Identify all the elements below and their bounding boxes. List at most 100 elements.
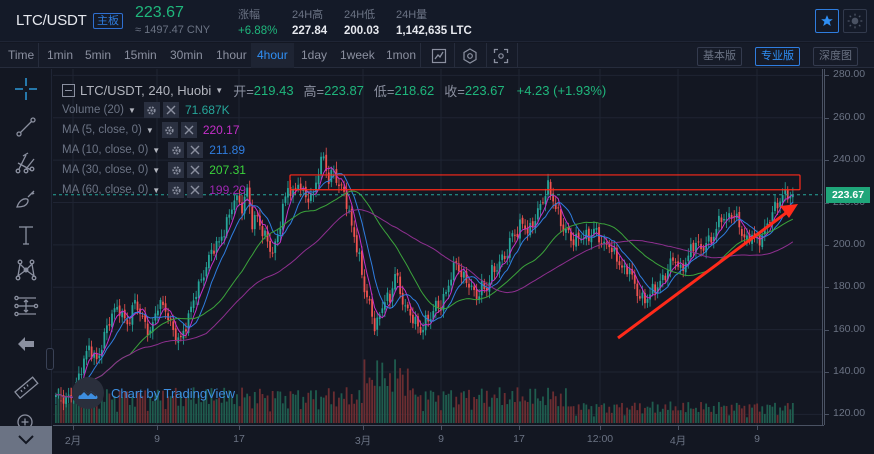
collapse-toolbar-handle[interactable] [46,348,54,370]
text-icon [19,226,33,245]
pattern-icon [15,259,37,281]
tradingview-watermark[interactable]: Chart by TradingView [72,377,235,409]
tab-1mon[interactable]: 1mon [386,48,417,62]
crosshair-tool[interactable] [12,75,40,103]
back-tool[interactable] [12,330,40,358]
cloud-chart-icon [78,389,98,399]
pair-name[interactable]: LTC/USDT [16,12,87,29]
chart-type-button[interactable] [429,46,449,66]
indicator-remove-button[interactable] [180,122,197,138]
caret-down-icon[interactable]: ▼ [128,105,136,115]
indicator-remove-button[interactable] [187,142,204,158]
divider [38,43,39,68]
caret-down-icon[interactable]: ▼ [145,125,154,135]
basic-version-button[interactable]: 基本版 [697,47,742,66]
text-tool[interactable] [12,221,40,249]
time-tick [600,426,601,430]
stat-value: +6.88% [238,25,278,37]
change-value: +4.23 (+1.93%) [516,82,607,98]
indicator-legend-row: MA (5, close, 0) ▼ 220.17 [62,120,606,140]
series-title[interactable]: LTC/USDT, 240, Huobi [80,82,212,98]
time-tick [441,426,442,430]
expand-tools-button[interactable] [0,426,52,454]
time-tick [239,426,240,430]
indicator-settings-button[interactable] [168,182,185,198]
chart-type-icon [431,48,447,64]
indicator-name[interactable]: Volume (20) [62,104,125,116]
price-chart[interactable] [53,69,823,425]
indicator-legend-row: MA (60, close, 0) ▼ 199.29 [62,180,606,200]
fib-measure-tool[interactable] [12,292,40,320]
time-label: 2月 [64,435,82,447]
caret-down-icon[interactable]: ▼ [152,165,161,175]
tab-15min[interactable]: 15min [124,48,157,62]
caret-down-icon[interactable]: ▼ [152,145,161,155]
brush-tool[interactable] [12,185,40,213]
caret-down-icon[interactable]: ▼ [152,185,161,195]
price-tick [825,287,829,289]
indicator-settings-button[interactable] [168,142,185,158]
indicator-settings-button[interactable] [161,122,178,138]
collapse-legend-icon[interactable] [62,83,75,97]
stat-24h-volume: 24H量 1,142,635 LTC [396,6,472,37]
price-label: 140.00 [833,365,866,378]
indicator-settings-button[interactable] [168,162,185,178]
theme-toggle-button[interactable] [843,9,867,33]
time-label: 4月 [669,435,687,447]
indicator-remove-button[interactable] [162,102,179,118]
back-arrow-icon [18,337,34,351]
time-tick [678,426,679,430]
indicator-name[interactable]: MA (60, close, 0) [62,184,149,196]
gear-icon [172,185,181,195]
star-icon [821,15,833,26]
time-label: 9 [438,433,444,445]
pitchfork-tool[interactable] [12,149,40,177]
pro-version-button[interactable]: 专业版 [755,47,800,66]
price-label: 200.00 [833,237,866,250]
tab-5min[interactable]: 5min [85,48,112,62]
ruler-tool[interactable] [12,374,40,402]
time-tick [363,426,364,430]
price-tick [825,117,829,119]
tab-1day[interactable]: 1day [301,48,328,62]
indicator-remove-button[interactable] [187,182,204,198]
stat-label: 24H高 [292,9,324,21]
indicator-value: 211.89 [209,143,246,157]
trend-line-tool[interactable] [12,113,40,141]
indicator-settings-button[interactable] [143,102,160,118]
tab-30min[interactable]: 30min [170,48,203,62]
divider [454,43,455,68]
pattern-tool[interactable] [12,256,40,284]
tab-1min[interactable]: 1min [47,48,74,62]
measure-fib-icon [14,295,39,317]
tab-1week[interactable]: 1week [340,48,375,62]
low-value: 218.62 [394,82,435,98]
time-label: 12:00 [586,433,614,445]
caret-down-icon[interactable]: ▼ [215,85,224,95]
board-tag: 主板 [93,13,123,29]
indicator-remove-button[interactable] [187,162,204,178]
time-label: 3月 [354,435,372,447]
indicator-settings-button[interactable] [460,46,480,66]
indicator-name[interactable]: MA (5, close, 0) [62,124,142,136]
tab-1hour[interactable]: 1hour [216,48,247,62]
chart-legend: LTC/USDT, 240, Huobi ▼ 开= 219.43 高= 223.87… [62,80,606,200]
fullscreen-button[interactable] [491,46,511,66]
series-legend: LTC/USDT, 240, Huobi ▼ 开= 219.43 高= 223.87… [62,80,606,100]
gear-icon [172,145,181,155]
indicator-name[interactable]: MA (30, close, 0) [62,164,149,176]
depth-chart-button[interactable]: 深度图 [813,47,858,66]
favorite-button[interactable] [815,9,839,33]
divider [517,43,518,68]
tab-4hour[interactable]: 4hour [251,43,294,68]
close-icon [190,185,200,195]
indicator-name[interactable]: MA (10, close, 0) [62,144,149,156]
price-tick [825,202,829,204]
tab-time[interactable]: Time [8,48,35,62]
fullscreen-icon [493,48,509,64]
crosshair-icon [15,78,37,100]
price-axis[interactable]: 280.00260.00240.00220.00200.00180.00160.… [824,68,874,425]
open-value: 219.43 [253,82,294,98]
price-tick [825,75,829,77]
time-axis[interactable]: 2月 9 17 3月 9 17 12:00 4月 9 [53,425,824,454]
